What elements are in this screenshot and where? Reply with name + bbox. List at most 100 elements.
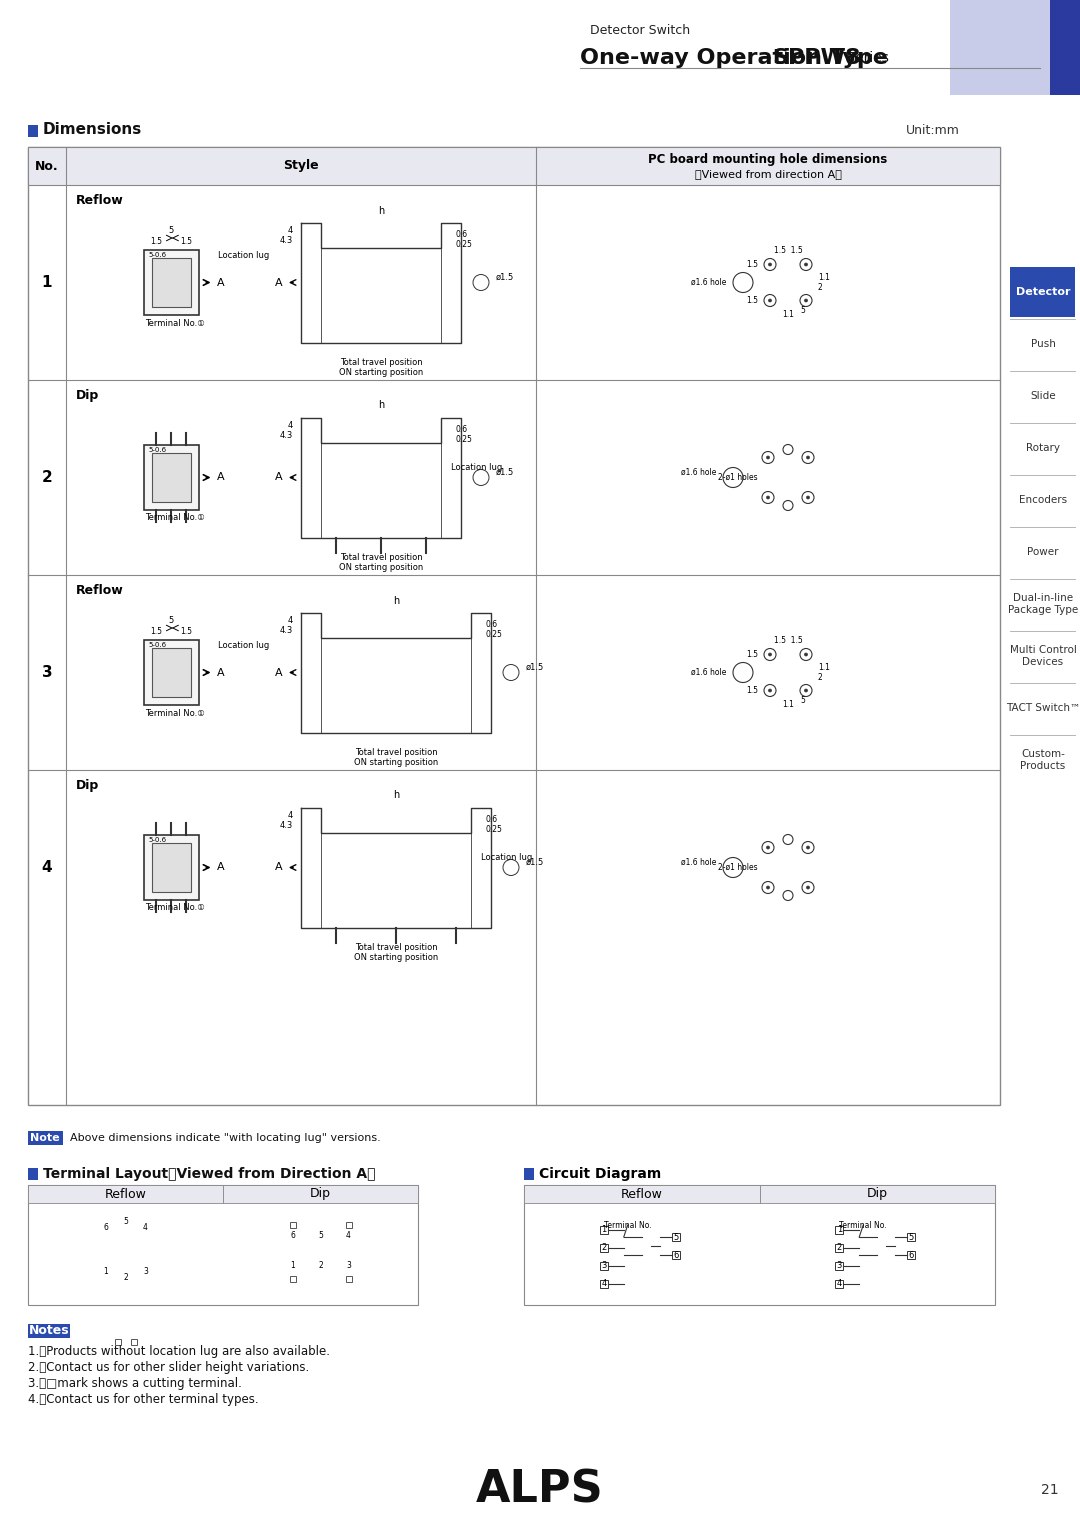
Text: h: h — [393, 790, 400, 801]
Text: A: A — [216, 668, 225, 677]
Text: ø1.5: ø1.5 — [496, 468, 514, 477]
Circle shape — [315, 1260, 325, 1270]
Circle shape — [783, 834, 793, 845]
Text: 2-ø1 holes: 2-ø1 holes — [718, 863, 758, 872]
Circle shape — [802, 451, 814, 464]
Text: 1.5: 1.5 — [150, 627, 162, 636]
Text: 2-ø1 holes: 2-ø1 holes — [718, 473, 758, 482]
Circle shape — [764, 259, 777, 270]
Bar — [151, 258, 190, 307]
Text: 1.5: 1.5 — [746, 259, 758, 268]
Circle shape — [800, 648, 812, 660]
Circle shape — [723, 468, 743, 488]
Bar — [950, 0, 1080, 95]
Bar — [28, 125, 38, 137]
Text: 0.25: 0.25 — [486, 630, 503, 639]
Text: ON starting position: ON starting position — [354, 758, 438, 767]
Text: 0.25: 0.25 — [456, 239, 473, 249]
Text: Above dimensions indicate "with locating lug" versions.: Above dimensions indicate "with locating… — [70, 1133, 381, 1144]
Text: Multi Control
Devices: Multi Control Devices — [1010, 645, 1077, 666]
Text: 1: 1 — [602, 1226, 606, 1235]
Text: h: h — [378, 401, 384, 410]
Text: 1: 1 — [103, 1267, 108, 1276]
Bar — [599, 1244, 608, 1252]
Bar — [151, 648, 190, 697]
Circle shape — [807, 886, 810, 889]
Circle shape — [723, 857, 743, 877]
Text: ø1.6 hole: ø1.6 hole — [680, 859, 716, 868]
Circle shape — [805, 262, 808, 265]
Text: 4: 4 — [287, 811, 293, 820]
Bar — [346, 1276, 351, 1283]
Text: 4: 4 — [287, 226, 293, 235]
Text: 4.3: 4.3 — [280, 236, 293, 246]
Text: ø1.6 hole: ø1.6 hole — [690, 278, 726, 287]
Bar — [835, 1279, 843, 1289]
Text: 1: 1 — [291, 1261, 295, 1269]
Text: 2: 2 — [42, 470, 52, 485]
Text: A: A — [216, 863, 225, 872]
Circle shape — [762, 842, 774, 854]
Text: ALPS: ALPS — [476, 1469, 604, 1511]
Text: 0.6: 0.6 — [456, 425, 468, 435]
Circle shape — [783, 444, 793, 454]
Text: 3: 3 — [837, 1261, 842, 1270]
Text: 5: 5 — [908, 1232, 914, 1241]
Bar — [28, 1185, 418, 1305]
Text: 1.5: 1.5 — [180, 238, 192, 247]
Text: 1.5: 1.5 — [180, 627, 192, 636]
Text: Total travel position: Total travel position — [354, 942, 437, 952]
Text: A: A — [275, 863, 283, 872]
Text: Push: Push — [1030, 339, 1055, 349]
Text: Dip: Dip — [310, 1188, 330, 1200]
Text: 5: 5 — [168, 226, 174, 235]
Text: Detector Switch: Detector Switch — [590, 23, 690, 37]
Text: Terminal No.: Terminal No. — [604, 1220, 651, 1229]
Text: A: A — [216, 278, 225, 288]
Text: Power: Power — [1027, 547, 1058, 557]
Text: 1.1: 1.1 — [782, 700, 794, 709]
Circle shape — [800, 294, 812, 307]
Text: 4.　Contact us for other terminal types.: 4. Contact us for other terminal types. — [28, 1394, 258, 1406]
Circle shape — [140, 1267, 150, 1276]
Text: SPPW8: SPPW8 — [772, 47, 861, 69]
Text: Unit:mm: Unit:mm — [906, 124, 960, 137]
Text: Reflow: Reflow — [76, 195, 124, 207]
Text: 5: 5 — [319, 1231, 323, 1240]
Text: 2: 2 — [602, 1243, 606, 1252]
Text: 5-0.6: 5-0.6 — [149, 252, 166, 258]
Text: 1: 1 — [42, 274, 52, 290]
Text: 0.6: 0.6 — [486, 814, 498, 824]
Circle shape — [168, 474, 174, 480]
Text: Style: Style — [283, 160, 319, 172]
Bar — [599, 1226, 608, 1234]
Bar — [144, 640, 199, 705]
Text: 4: 4 — [287, 616, 293, 625]
Text: Dip: Dip — [76, 779, 99, 793]
Text: 4: 4 — [837, 1279, 842, 1289]
Circle shape — [783, 891, 793, 900]
Text: Dimensions: Dimensions — [43, 122, 143, 137]
Text: 5: 5 — [123, 1217, 127, 1226]
Text: 1.1: 1.1 — [782, 310, 794, 319]
Bar — [28, 1168, 38, 1180]
Text: 5: 5 — [800, 695, 806, 705]
Text: 4: 4 — [602, 1279, 606, 1289]
Text: 3: 3 — [143, 1267, 148, 1276]
Bar — [144, 250, 199, 316]
Text: 2: 2 — [319, 1261, 323, 1269]
Circle shape — [764, 685, 777, 697]
Text: Circuit Diagram: Circuit Diagram — [539, 1167, 661, 1180]
Text: Total travel position: Total travel position — [340, 358, 422, 368]
Circle shape — [783, 500, 793, 511]
Bar — [759, 1185, 995, 1203]
Text: 3: 3 — [42, 665, 52, 680]
Text: Dip: Dip — [867, 1188, 888, 1200]
Circle shape — [767, 496, 769, 499]
Text: h: h — [378, 206, 384, 215]
Text: Reflow: Reflow — [105, 1188, 147, 1200]
Bar — [835, 1226, 843, 1234]
Text: One-way Operation Type: One-way Operation Type — [580, 47, 888, 69]
Bar — [1010, 267, 1075, 317]
Text: h: h — [393, 595, 400, 605]
